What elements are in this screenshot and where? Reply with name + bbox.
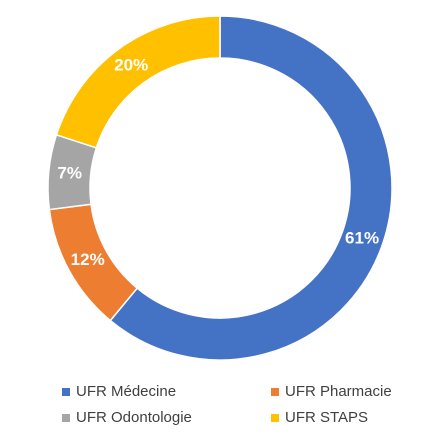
legend-label: UFR Médecine bbox=[76, 383, 176, 400]
legend-swatch bbox=[62, 414, 70, 422]
legend-swatch bbox=[271, 388, 279, 396]
data-label: 20% bbox=[114, 55, 148, 74]
legend-swatch bbox=[271, 414, 279, 422]
legend-label: UFR STAPS bbox=[285, 409, 368, 426]
legend-label: UFR Pharmacie bbox=[285, 383, 392, 400]
donut-segment bbox=[109, 15, 393, 361]
donut-segment bbox=[55, 15, 221, 149]
data-label: 7% bbox=[57, 163, 82, 182]
data-label: 12% bbox=[71, 250, 105, 269]
legend-swatch bbox=[62, 388, 70, 396]
legend-label: UFR Odontologie bbox=[76, 409, 192, 426]
data-label: 61% bbox=[345, 229, 379, 248]
